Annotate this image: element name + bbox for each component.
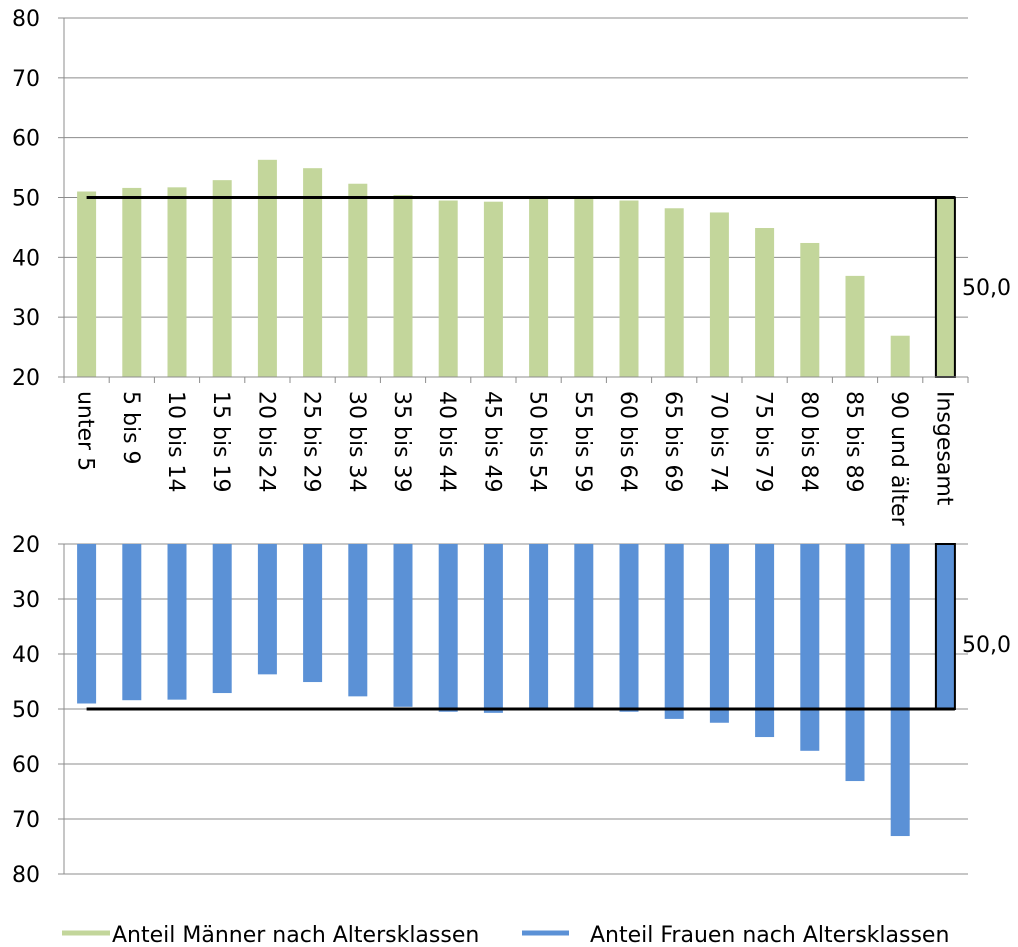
bar	[664, 208, 684, 377]
y-tick-label: 30	[12, 588, 40, 613]
bottom-chart-women: 20 30 40 50 60 70 80 50,0	[12, 533, 1011, 888]
y-tick-label: 70	[12, 67, 40, 92]
bar	[483, 201, 503, 377]
category-label: 75 bis 79	[751, 391, 776, 493]
bar-insgesamt	[934, 196, 956, 378]
category-label: unter 5	[73, 391, 98, 471]
y-tick-label: 60	[12, 127, 40, 152]
bar	[257, 544, 277, 675]
category-label: 35 bis 39	[389, 391, 414, 493]
y-tick-label: 40	[12, 246, 40, 271]
bar	[845, 275, 865, 377]
bar	[890, 335, 910, 377]
bar	[122, 187, 142, 377]
category-label: 70 bis 74	[705, 391, 730, 493]
category-label: 90 und älter	[886, 391, 911, 527]
bar-insgesamt	[934, 543, 956, 710]
category-label: 15 bis 19	[208, 391, 233, 493]
bar	[574, 198, 594, 377]
y-tick-label: 60	[12, 753, 40, 778]
bar	[77, 544, 97, 704]
y-tick-label: 20	[12, 366, 40, 391]
bar	[709, 544, 729, 723]
bar	[619, 544, 639, 712]
total-value-label: 50,0	[962, 276, 1011, 301]
legend: Anteil Männer nach Altersklassen Anteil …	[62, 923, 949, 947]
category-label: 25 bis 29	[299, 391, 324, 493]
bar	[438, 544, 458, 712]
bar	[77, 191, 97, 377]
bar	[664, 544, 684, 719]
category-label: 10 bis 14	[163, 391, 188, 493]
bar	[393, 195, 413, 377]
y-tick-label: 40	[12, 643, 40, 668]
bar	[529, 544, 549, 709]
bar	[122, 544, 142, 701]
legend-label-women: Anteil Frauen nach Altersklassen	[590, 923, 949, 947]
category-label: 80 bis 84	[796, 391, 821, 493]
bar	[348, 544, 368, 697]
bar	[619, 200, 639, 377]
y-tick-label: 30	[12, 306, 40, 331]
category-label: 55 bis 59	[570, 391, 595, 493]
category-label: 65 bis 69	[660, 391, 685, 493]
bar	[574, 544, 594, 710]
y-tick-label: 20	[12, 533, 40, 558]
bar	[212, 544, 232, 694]
category-label: Insgesamt	[931, 391, 956, 506]
bar	[393, 544, 413, 707]
category-label: 45 bis 49	[479, 391, 504, 493]
legend-label-men: Anteil Männer nach Altersklassen	[112, 923, 479, 947]
bar	[845, 544, 865, 782]
y-tick-label: 80	[12, 7, 40, 32]
category-label: 40 bis 44	[434, 391, 459, 493]
category-label: 5 bis 9	[118, 391, 143, 465]
y-tick-label: 50	[12, 698, 40, 723]
bar	[257, 159, 277, 377]
bar	[348, 183, 368, 377]
total-value-label: 50,0	[962, 633, 1011, 658]
bar	[303, 168, 323, 377]
category-label: 30 bis 34	[344, 391, 369, 493]
bar	[483, 544, 503, 713]
bar	[167, 544, 187, 700]
category-label: 50 bis 54	[525, 391, 550, 493]
y-tick-label: 50	[12, 187, 40, 212]
y-tick-label: 70	[12, 808, 40, 833]
bar	[303, 544, 323, 683]
bar	[529, 197, 549, 377]
category-label: 85 bis 89	[841, 391, 866, 493]
y-tick-label: 80	[12, 863, 40, 888]
category-label: 20 bis 24	[253, 391, 278, 493]
bar	[800, 544, 820, 751]
bar	[755, 544, 775, 738]
category-label: 60 bis 64	[615, 391, 640, 493]
bar	[167, 187, 187, 377]
bar	[438, 200, 458, 377]
bar	[755, 228, 775, 377]
bar	[212, 180, 232, 377]
bar	[800, 242, 820, 377]
top-chart-men: 20 30 40 50 60 70 80 50,0 unter 5 5 bis 9 10 bis 1…	[12, 7, 1011, 527]
bar	[709, 212, 729, 377]
bar	[890, 544, 910, 837]
